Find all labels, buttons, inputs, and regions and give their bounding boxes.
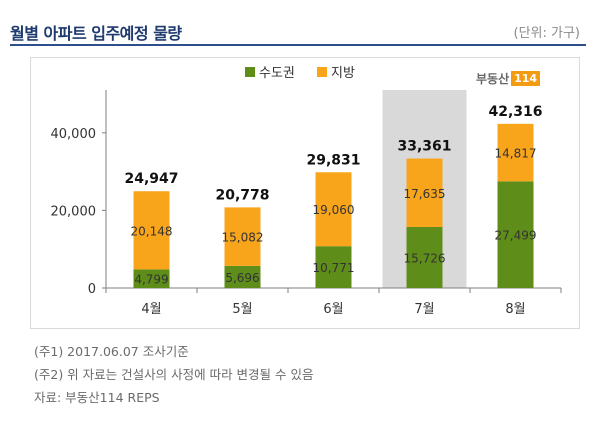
data-label: 27,499 <box>495 229 537 243</box>
total-label: 33,361 <box>397 139 451 155</box>
title-divider <box>10 44 586 46</box>
bar-segment-수도권 <box>224 265 261 288</box>
bar-segment-지방 <box>133 191 170 270</box>
total-label: 42,316 <box>488 104 542 120</box>
logo-brand: 부동산 <box>476 71 510 86</box>
legend-swatch <box>317 67 327 77</box>
bar-segment-지방 <box>406 158 443 227</box>
bar-segment-수도권 <box>497 181 534 288</box>
total-label: 29,831 <box>306 152 360 168</box>
bar-segment-수도권 <box>315 246 352 288</box>
x-tick-label: 5월 <box>232 302 252 317</box>
unit-label: (단위: 가구) <box>513 26 581 41</box>
source-note: 자료: 부동산114 REPS <box>34 390 160 405</box>
legend-label: 지방 <box>331 66 355 81</box>
bar-segment-지방 <box>315 172 352 247</box>
data-label: 20,148 <box>131 224 173 238</box>
total-label: 20,778 <box>215 187 269 203</box>
footnote-1: (주1) 2017.06.07 조사기준 <box>34 344 189 359</box>
total-label: 24,947 <box>124 171 178 187</box>
x-tick-label: 4월 <box>141 302 161 317</box>
legend-label: 수도권 <box>259 66 295 81</box>
data-label: 4,799 <box>134 273 168 287</box>
logo-number: 114 <box>511 70 541 86</box>
footnote-2: (주2) 위 자료는 건설사의 사정에 따라 변경될 수 있음 <box>34 367 314 382</box>
bar-segment-수도권 <box>133 269 170 288</box>
bar-segment-지방 <box>224 207 261 266</box>
data-label: 10,771 <box>313 261 355 275</box>
y-tick-label: 40,000 <box>51 127 97 142</box>
page-title: 월별 아파트 입주예정 물량 <box>10 24 182 43</box>
data-label: 15,726 <box>404 251 446 265</box>
chart-panel: 0 20,000 40,000 4월 5월 6월 7월 8월 4,799 20,148 24,947… <box>30 57 580 329</box>
y-tick-label: 0 <box>88 282 96 297</box>
bar-segment-지방 <box>497 123 534 182</box>
stacked-bar-chart: 0 20,000 40,000 4월 5월 6월 7월 8월 4,799 20,148 24,947… <box>51 66 562 317</box>
data-label: 5,696 <box>225 271 259 285</box>
legend-swatch <box>245 67 255 77</box>
data-label: 15,082 <box>222 231 264 245</box>
y-tick-label: 20,000 <box>51 204 97 219</box>
data-label: 17,635 <box>404 187 446 201</box>
x-tick-label: 6월 <box>323 302 343 317</box>
brand-logo: 부동산 114 <box>476 68 541 88</box>
bar-segment-수도권 <box>406 226 443 288</box>
data-label: 19,060 <box>313 203 355 217</box>
x-tick-label: 8월 <box>505 302 525 317</box>
data-label: 14,817 <box>495 147 537 161</box>
x-tick-label: 7월 <box>414 302 434 317</box>
